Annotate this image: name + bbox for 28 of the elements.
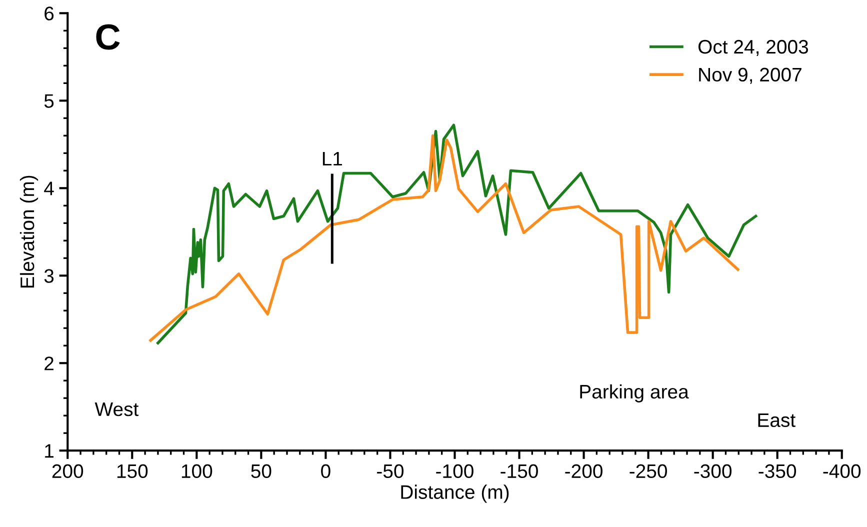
x-tick-label: -250 (630, 464, 667, 478)
x-tick-label: 150 (117, 464, 148, 478)
y-tick-label: 2 (44, 356, 54, 370)
y-tick-label: 3 (44, 269, 54, 283)
annotation: C (96, 24, 120, 50)
y-tick-label: 4 (44, 182, 54, 196)
x-axis-title: Distance (m) (401, 484, 509, 503)
legend-label: Oct 24, 2003 (698, 40, 808, 56)
x-tick-label: -150 (500, 464, 538, 478)
x-tick-label: -400 (823, 464, 861, 478)
x-tick-label: 200 (52, 464, 84, 478)
x-tick-label: -350 (758, 464, 796, 478)
annotation: East (758, 413, 796, 428)
x-tick-label: 100 (182, 464, 212, 478)
x-tick-label: 50 (251, 464, 272, 478)
legend-label: Nov 9, 2007 (699, 68, 802, 84)
x-tick-label: -300 (694, 464, 732, 478)
x-tick-label: 0 (321, 464, 330, 478)
x-tick-label: -50 (377, 464, 404, 478)
x-tick-label: -100 (436, 464, 474, 478)
y-tick-label: 1 (45, 444, 54, 458)
annotation: L1 (322, 152, 342, 166)
y-tick-label: 5 (44, 94, 54, 108)
y-axis-title: Elevation (m) (20, 176, 38, 288)
annotation: West (94, 402, 139, 416)
y-tick-label: 6 (44, 6, 54, 20)
annotation: Parking area (580, 384, 689, 402)
x-tick-label: -200 (565, 464, 602, 478)
